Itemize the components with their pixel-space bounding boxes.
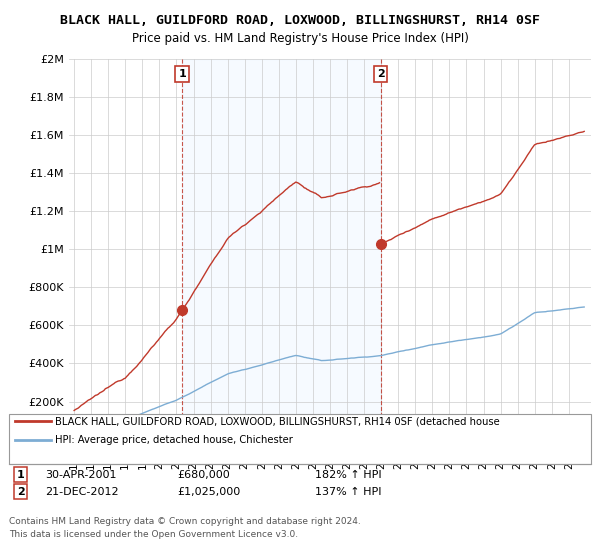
Text: Contains HM Land Registry data © Crown copyright and database right 2024.: Contains HM Land Registry data © Crown c… bbox=[9, 517, 361, 526]
Text: 137% ↑ HPI: 137% ↑ HPI bbox=[315, 487, 382, 497]
Text: 2: 2 bbox=[17, 487, 25, 497]
Text: This data is licensed under the Open Government Licence v3.0.: This data is licensed under the Open Gov… bbox=[9, 530, 298, 539]
Text: 2: 2 bbox=[377, 69, 385, 79]
Text: BLACK HALL, GUILDFORD ROAD, LOXWOOD, BILLINGSHURST, RH14 0SF: BLACK HALL, GUILDFORD ROAD, LOXWOOD, BIL… bbox=[60, 14, 540, 27]
Text: HPI: Average price, detached house, Chichester: HPI: Average price, detached house, Chic… bbox=[55, 435, 293, 445]
Text: 30-APR-2001: 30-APR-2001 bbox=[45, 470, 116, 480]
Text: 21-DEC-2012: 21-DEC-2012 bbox=[45, 487, 119, 497]
Text: BLACK HALL, GUILDFORD ROAD, LOXWOOD, BILLINGSHURST, RH14 0SF (detached house: BLACK HALL, GUILDFORD ROAD, LOXWOOD, BIL… bbox=[55, 416, 500, 426]
Text: 182% ↑ HPI: 182% ↑ HPI bbox=[315, 470, 382, 480]
Text: 1: 1 bbox=[17, 470, 25, 480]
Text: £1,025,000: £1,025,000 bbox=[177, 487, 240, 497]
Text: £680,000: £680,000 bbox=[177, 470, 230, 480]
Bar bbox=[182, 59, 380, 440]
Text: Price paid vs. HM Land Registry's House Price Index (HPI): Price paid vs. HM Land Registry's House … bbox=[131, 32, 469, 45]
Text: 1: 1 bbox=[178, 69, 186, 79]
